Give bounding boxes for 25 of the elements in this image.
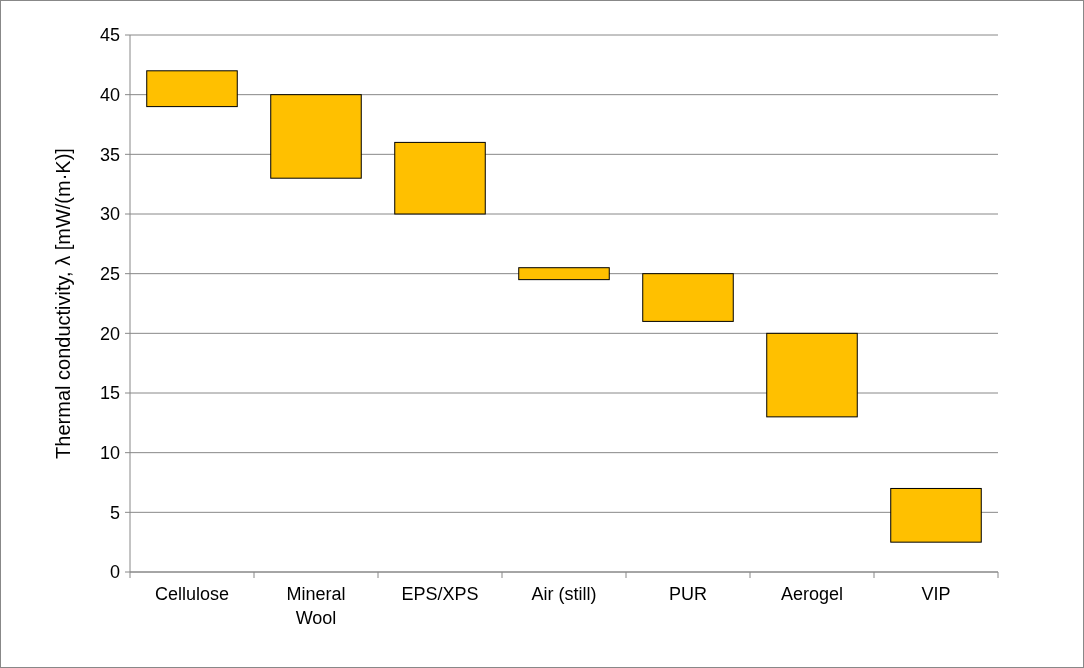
- bar: [766, 332, 858, 418]
- y-axis-title: Thermal conductivity, λ [mW/(m·K)]: [52, 148, 74, 459]
- bar: [518, 267, 610, 281]
- bar: [642, 273, 734, 322]
- y-tick-label: 40: [99, 84, 120, 105]
- x-tick-label: PUR: [668, 584, 708, 604]
- y-tick-label: 0: [109, 562, 120, 583]
- y-tick-label: 10: [99, 442, 120, 463]
- y-tick-label: 45: [99, 25, 120, 46]
- y-tick-label: 5: [109, 502, 120, 523]
- y-tick-label: 30: [99, 204, 120, 225]
- y-tick-label: 25: [99, 263, 120, 284]
- y-tick-label: 15: [99, 383, 120, 404]
- y-tick-label: 20: [99, 323, 120, 344]
- bar: [394, 141, 486, 215]
- y-tick-label: 35: [99, 144, 120, 165]
- x-tick-label: Air (still): [531, 584, 597, 604]
- x-tick-label: Aerogel: [780, 584, 844, 604]
- x-tick-label: EPS/XPS: [401, 584, 479, 604]
- x-tick-label: VIP: [921, 584, 951, 604]
- bar: [890, 487, 982, 543]
- x-tick-label: Cellulose: [154, 584, 230, 604]
- x-tick-label: Mineral Wool: [286, 584, 346, 628]
- bar: [146, 70, 238, 108]
- bar: [270, 94, 362, 179]
